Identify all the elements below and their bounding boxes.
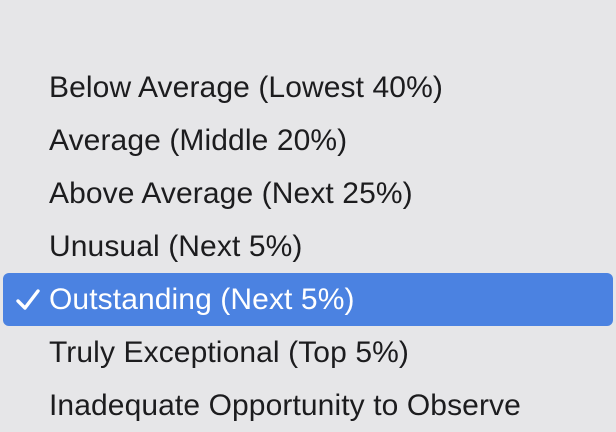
menu-item-label: Inadequate Opportunity to Observe	[49, 389, 521, 422]
menu-item-label: Outstanding (Next 5%)	[49, 283, 355, 316]
menu-item-outstanding[interactable]: Outstanding (Next 5%)	[3, 273, 613, 326]
menu-item-average[interactable]: Average (Middle 20%)	[0, 114, 616, 167]
menu-item-unusual[interactable]: Unusual (Next 5%)	[0, 220, 616, 273]
menu-item-label: Above Average (Next 25%)	[49, 177, 413, 210]
menu-item-label: Below Average (Lowest 40%)	[49, 71, 443, 104]
menu-item-truly-exceptional[interactable]: Truly Exceptional (Top 5%)	[0, 326, 616, 379]
menu-item-label: Average (Middle 20%)	[49, 124, 348, 157]
menu-item-below-average[interactable]: Below Average (Lowest 40%)	[0, 61, 616, 114]
menu-item-label: Unusual (Next 5%)	[49, 230, 303, 263]
menu-item-inadequate-opportunity[interactable]: Inadequate Opportunity to Observe	[0, 379, 616, 432]
menu-item-label: Truly Exceptional (Top 5%)	[49, 336, 409, 369]
checkmark-icon	[11, 273, 45, 326]
menu-options-list: Below Average (Lowest 40%) Average (Midd…	[0, 61, 616, 432]
menu-item-above-average[interactable]: Above Average (Next 25%)	[0, 167, 616, 220]
